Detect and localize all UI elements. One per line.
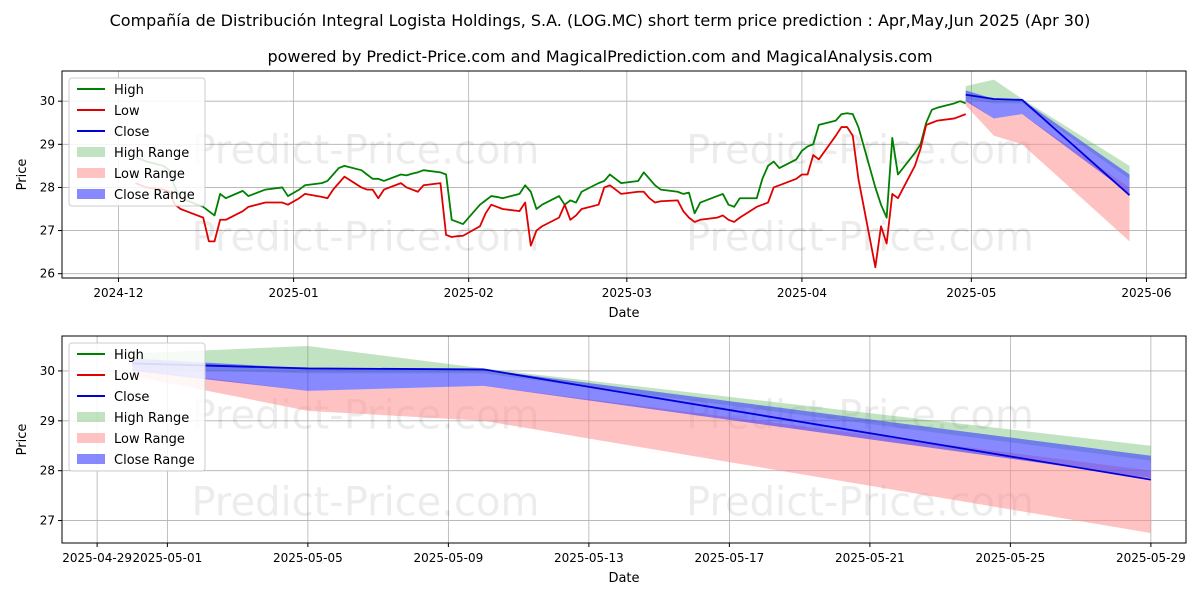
plot-marks [135,79,1131,269]
x-tick-label: 2025-04 [777,286,827,300]
legend-label-low-range: Low Range [114,432,185,447]
legend-swatch-close-range [77,454,105,464]
x-tick-label: 2025-06 [1121,286,1171,300]
legend-label-low: Low [114,369,140,384]
legend-label-high: High [114,348,144,363]
x-tick-label: 2025-05-25 [976,551,1046,565]
watermark-text: Predict-Price.com [686,215,1034,261]
low-range-band [965,99,1130,242]
y-tick-label: 27 [40,224,55,238]
legend-label-high-range: High Range [114,146,189,161]
close-series-line [132,362,1152,481]
x-tick-label: 2025-05-29 [1116,551,1186,565]
y-tick-label: 26 [40,267,55,281]
y-tick-label: 29 [40,414,55,428]
high-range-band [132,345,1151,461]
x-tick-label: 2025-05-05 [273,551,343,565]
bottom-panel: Predict-Price.com Predict-Price.comPredic… [15,335,1187,586]
x-axis-label: Date [608,571,639,586]
legend-label-close: Close [114,125,149,140]
x-tick-label: 2025-05-17 [695,551,765,565]
x-tick-label: 2025-04-29 [62,551,132,565]
legend-swatch-low-range [77,168,105,178]
plot-marks [132,345,1152,534]
x-tick-label: 2025-03 [602,286,652,300]
chart-legend: High Low Close High Range Low Range Close Ran… [68,77,206,207]
legend-swatch-high-range [77,412,105,422]
plot-frame [61,70,1187,279]
chart-subtitle: powered by Predict-Price.com and Magical… [267,47,932,66]
x-tick-label: 2025-05-21 [835,551,905,565]
x-tick-label: 2025-05-01 [133,551,203,565]
low-series-line [135,113,967,269]
high-range-band [965,79,1130,179]
y-tick-label: 28 [40,180,55,194]
x-tick-label: 2025-01 [269,286,319,300]
close-series-line [965,93,1131,196]
close-range-band [132,358,1151,479]
chart-legend: High Low Close High Range Low Range Close Ran… [68,342,206,472]
y-axis-label: Price [15,159,30,191]
chart-title: Compañía de Distribución Integral Logist… [110,11,1091,30]
legend-swatch-close-range [77,189,105,199]
y-tick-label: 30 [40,364,55,378]
legend-label-close: Close [114,390,149,405]
low-range-band [132,368,1151,534]
legend-label-close-range: Close Range [114,453,195,468]
top-panel: Predict-Price.com Predict-Price.com Predic… [15,70,1187,321]
watermark-text: Predict-Price.com [192,480,540,526]
x-tick-label: 2024-12 [93,286,143,300]
legend-label-low: Low [114,104,140,119]
legend-swatch-low-range [77,433,105,443]
watermark-text: Predict-Price.com [192,215,540,261]
close-range-band [965,90,1130,194]
y-tick-label: 27 [40,514,55,528]
legend-label-low-range: Low Range [114,167,185,182]
y-tick-label: 30 [40,94,55,108]
y-axis-label: Price [15,424,30,456]
y-tick-label: 29 [40,137,55,151]
x-tick-label: 2025-05-13 [554,551,624,565]
x-tick-label: 2025-05-09 [414,551,484,565]
legend-label-high-range: High Range [114,411,189,426]
legend-label-high: High [114,83,144,98]
x-axis-label: Date [608,306,639,321]
y-tick-label: 28 [40,464,55,478]
watermark-text: Predict-Price.com [192,128,540,174]
legend-swatch-high-range [77,147,105,157]
x-tick-label: 2025-02 [444,286,494,300]
legend-label-close-range: Close Range [114,188,195,203]
x-tick-label: 2025-05 [946,286,996,300]
plot-frame [61,335,1187,544]
